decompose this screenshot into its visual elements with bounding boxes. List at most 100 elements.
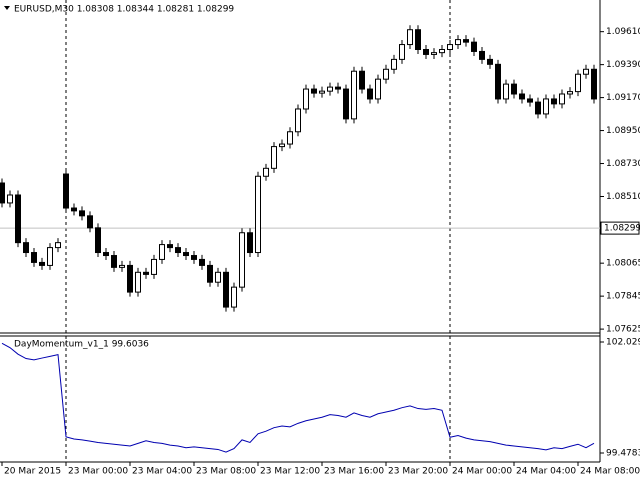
candle-body (255, 175, 261, 254)
chart-title: EURUSD,M30 1.08308 1.08344 1.08281 1.082… (14, 5, 234, 15)
candle-body (95, 227, 101, 254)
candle-body (511, 83, 517, 95)
candle-body (383, 68, 389, 80)
y-tick-label: 99.4783 (606, 449, 640, 459)
candle-body (15, 194, 21, 244)
candle-body (583, 68, 589, 75)
y-tick-label: 1.08065 (606, 259, 640, 269)
x-tick-label: 20 Mar 2015 (4, 467, 61, 477)
candle-body (0, 182, 5, 204)
candle-body (351, 70, 357, 120)
candle-body (71, 207, 77, 212)
candle-body (103, 252, 109, 257)
candle-body (287, 131, 293, 145)
y-tick-label: 1.08730 (606, 159, 640, 169)
candle-body (527, 98, 533, 103)
y-tick-label: 1.08510 (606, 192, 640, 202)
candle-body (39, 261, 45, 266)
candle-body (495, 63, 501, 100)
candle-body (591, 68, 597, 100)
candle-body (407, 29, 413, 46)
current-price-label: 1.08299 (604, 224, 640, 234)
x-tick-label: 23 Mar 16:00 (324, 467, 384, 477)
candle-body (327, 86, 333, 92)
x-tick-label: 24 Mar 00:00 (452, 467, 512, 477)
candle-body (463, 39, 469, 43)
indicator-title: DayMomentum_v1_1 99.6036 (14, 340, 149, 350)
candle-body (135, 271, 141, 293)
x-tick-label: 23 Mar 12:00 (260, 467, 320, 477)
candle-body (567, 91, 573, 95)
x-tick-label: 24 Mar 08:00 (580, 467, 640, 477)
candle-body (47, 247, 53, 266)
y-tick-label: 1.09610 (606, 27, 640, 37)
candle-body (127, 264, 133, 293)
y-tick-label: 1.07845 (606, 292, 640, 302)
candle-body (167, 244, 173, 249)
candle-body (447, 44, 453, 50)
candle-body (151, 258, 157, 275)
y-tick-label: 102.0294 (606, 337, 640, 347)
candle-body (143, 271, 149, 275)
candle-body (487, 58, 493, 65)
y-tick-label: 1.08950 (606, 126, 640, 136)
candle-body (303, 88, 309, 110)
candle-body (175, 247, 181, 254)
x-tick-label: 24 Mar 04:00 (516, 467, 576, 477)
candle-body (391, 58, 397, 70)
y-tick-label: 1.09390 (606, 60, 640, 70)
x-tick-label: 23 Mar 00:00 (68, 467, 128, 477)
candle-body (535, 101, 541, 115)
candle-body (471, 41, 477, 52)
candle-body (375, 78, 381, 100)
candle-body (519, 93, 525, 100)
indicator-line (1, 342, 595, 453)
candle-body (263, 167, 269, 177)
y-tick-label: 1.07625 (606, 325, 640, 335)
candle-body (503, 83, 509, 100)
current-price-box (600, 221, 640, 235)
candle-body (295, 108, 301, 133)
candle-body (559, 93, 565, 105)
candle-body (399, 44, 405, 60)
candle-body (7, 194, 13, 204)
candle-body (543, 98, 549, 115)
candle-body (271, 146, 277, 169)
candle-body (183, 252, 189, 257)
candle-body (191, 255, 197, 260)
candle-body (223, 271, 229, 308)
candle-body (159, 244, 165, 260)
candle-body (479, 50, 485, 60)
candle-body (215, 271, 221, 283)
x-tick-label: 23 Mar 04:00 (132, 467, 192, 477)
candle-body (55, 242, 61, 249)
candle-body (415, 29, 421, 50)
candle-body (343, 88, 349, 120)
candle-body (335, 86, 341, 90)
candle-body (311, 88, 317, 94)
candle-body (23, 242, 29, 254)
x-tick-label: 23 Mar 08:00 (196, 467, 256, 477)
title-arrow (4, 6, 10, 10)
candle-body (31, 252, 37, 263)
candle-body (231, 286, 237, 308)
candle-body (119, 264, 125, 268)
candle-body (319, 90, 325, 94)
candle-body (111, 255, 117, 268)
candle-body (199, 258, 205, 266)
candle-body (279, 143, 285, 148)
candle-body (87, 215, 93, 229)
candle-body (367, 88, 373, 100)
candle-body (431, 52, 437, 55)
candle-body (79, 210, 85, 217)
x-tick-label: 23 Mar 20:00 (388, 467, 448, 477)
candle-body (439, 48, 445, 54)
y-tick-label: 1.09170 (606, 93, 640, 103)
candle-body (239, 232, 245, 288)
candle-body (359, 70, 365, 90)
candle-body (575, 73, 581, 93)
candle-body (551, 98, 557, 105)
candle-body (247, 232, 253, 254)
